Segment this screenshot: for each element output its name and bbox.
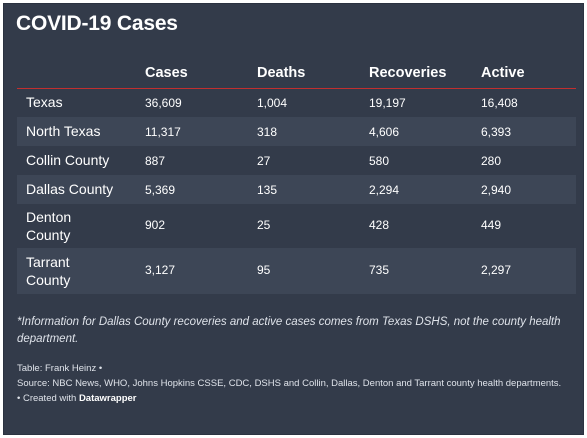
cell-recoveries: 580 [369, 154, 390, 168]
cell-active: 2,940 [481, 183, 512, 197]
table-row: Texas 36,609 1,004 19,197 16,408 [17, 89, 576, 117]
cell-deaths: 1,004 [257, 96, 288, 110]
cell-cases: 887 [145, 154, 166, 168]
cell-active: 16,408 [481, 96, 518, 110]
table-title: COVID-19 Cases [16, 12, 178, 35]
created-with: • Created with Datawrapper [17, 391, 561, 406]
header-cases: Cases [145, 65, 188, 81]
cell-deaths: 135 [257, 183, 278, 197]
table-row: Denton County 902 25 428 449 [17, 204, 576, 248]
cell-recoveries: 735 [369, 263, 390, 277]
table-row: Collin County 887 27 580 280 [17, 146, 576, 175]
created-prefix: • Created with [17, 393, 77, 404]
header-deaths: Deaths [257, 65, 306, 81]
cell-cases: 36,609 [145, 96, 182, 110]
cell-deaths: 27 [257, 154, 271, 168]
cell-cases: 5,369 [145, 183, 176, 197]
author-credit: Table: Frank Heinz • [17, 363, 103, 374]
cell-active: 280 [481, 154, 502, 168]
cell-deaths: 25 [257, 218, 271, 232]
cell-recoveries: 428 [369, 218, 390, 232]
source-note: Source: NBC News, WHO, Johns Hopkins CSS… [17, 378, 562, 389]
row-label: Texas [26, 94, 63, 110]
cell-cases: 902 [145, 218, 166, 232]
row-label: Dallas County [26, 181, 114, 197]
row-label: Collin County [26, 152, 110, 168]
cell-cases: 3,127 [145, 263, 176, 277]
row-label: Denton County [26, 209, 72, 243]
header-recoveries: Recoveries [369, 65, 447, 81]
table-card: COVID-19 Cases Cases Deaths Recoveries A… [3, 3, 584, 435]
header-active: Active [481, 65, 525, 81]
data-table: Cases Deaths Recoveries Active Texas 36,… [17, 62, 576, 294]
cell-active: 6,393 [481, 125, 512, 139]
cell-active: 449 [481, 218, 502, 232]
table-row: North Texas 11,317 318 4,606 6,393 [17, 117, 576, 146]
credits: Table: Frank Heinz • Source: NBC News, W… [17, 361, 561, 406]
table-row: Dallas County 5,369 135 2,294 2,940 [17, 175, 576, 204]
row-label: Tarrant County [26, 254, 71, 288]
footnote: *Information for Dallas County recoverie… [17, 316, 561, 345]
cell-deaths: 95 [257, 263, 271, 277]
datawrapper-link[interactable]: Datawrapper [78, 393, 137, 404]
cell-recoveries: 4,606 [369, 125, 400, 139]
cell-cases: 11,317 [145, 125, 181, 139]
cell-recoveries: 2,294 [369, 183, 400, 197]
row-label: North Texas [26, 123, 101, 139]
cell-recoveries: 19,197 [369, 96, 406, 110]
cell-deaths: 318 [257, 125, 278, 139]
table-row: Tarrant County 3,127 95 735 2,297 [17, 248, 576, 294]
cell-active: 2,297 [481, 263, 512, 277]
table-header: Cases Deaths Recoveries Active [17, 62, 576, 89]
